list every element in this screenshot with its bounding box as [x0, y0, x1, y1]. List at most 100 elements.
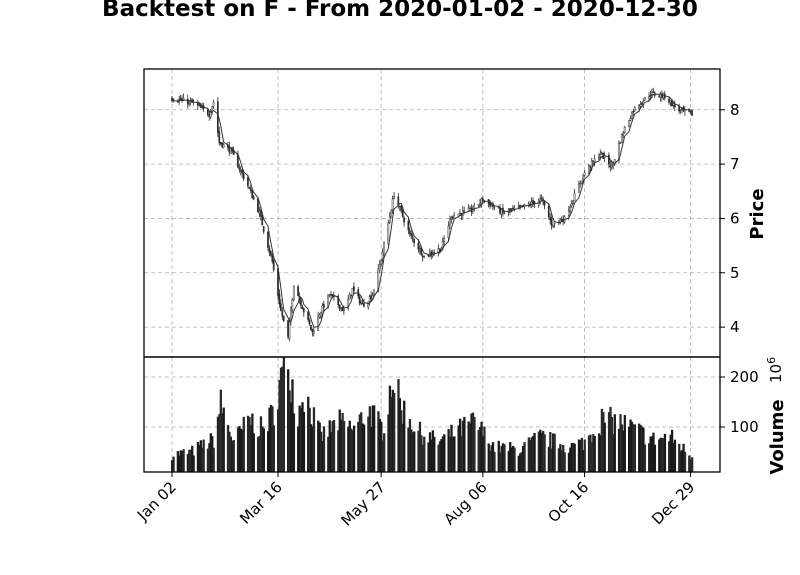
volume-bar	[552, 433, 555, 472]
volume-bar	[577, 439, 581, 472]
candle-body	[219, 141, 222, 145]
volume-bar	[288, 390, 291, 472]
candle-body	[543, 201, 546, 206]
volume-bar	[282, 357, 286, 472]
volume-bar	[292, 413, 296, 472]
volume-bar	[509, 442, 512, 472]
candle-body	[268, 248, 271, 253]
candle-body	[199, 104, 202, 108]
candle-body	[641, 103, 643, 105]
candle-body	[391, 198, 394, 211]
volume-bar	[559, 444, 562, 472]
volume-bar	[593, 436, 596, 472]
candle-body	[378, 264, 381, 271]
candle-body	[540, 197, 543, 199]
volume-bar	[298, 405, 301, 472]
volume-bar	[279, 367, 283, 472]
candle-body	[281, 310, 284, 317]
candle-body	[179, 97, 182, 101]
volume-bar	[407, 427, 410, 472]
volume-bar	[549, 431, 552, 472]
volume-bar	[510, 447, 513, 472]
volume-bar	[420, 435, 423, 472]
volume-bar	[381, 440, 384, 472]
volume-bar	[258, 435, 261, 472]
candle-body	[328, 294, 331, 296]
candle-body	[579, 182, 582, 184]
candle-body	[360, 302, 362, 304]
volume-bar	[256, 436, 260, 472]
volume-bar	[471, 412, 475, 472]
volume-bar	[212, 447, 215, 472]
x-tick-label: Aug 06	[440, 478, 490, 528]
candle-body	[211, 106, 213, 114]
price-tick-label: 4	[730, 318, 740, 336]
chart-title: Backtest on F - From 2020-01-02 - 2020-1…	[102, 0, 698, 22]
price-grid	[144, 69, 720, 357]
volume-bar	[691, 457, 694, 472]
candle-body	[387, 222, 390, 245]
candle-body	[549, 217, 552, 221]
volume-bar	[523, 442, 526, 472]
candle-body	[433, 252, 435, 254]
candle-body	[308, 320, 311, 325]
volume-bar	[302, 411, 306, 472]
volume-bar	[307, 396, 310, 472]
volume-bar	[450, 424, 453, 472]
volume-bar	[377, 411, 380, 472]
volume-bar	[236, 427, 240, 472]
volume-bar	[649, 436, 652, 472]
volume-bar	[368, 406, 371, 472]
volume-bar	[470, 413, 473, 472]
volume-bar	[433, 436, 436, 472]
volume-bar	[297, 426, 300, 472]
candle-body	[608, 154, 610, 165]
candle-body	[388, 216, 391, 223]
volume-bar	[268, 407, 271, 472]
moving-average-line	[171, 93, 693, 328]
volume-bar	[517, 455, 520, 472]
volume-bar	[622, 430, 625, 472]
candle-body	[547, 205, 550, 218]
candle-body	[610, 164, 613, 169]
candle-body	[312, 330, 315, 334]
volume-bar	[176, 451, 180, 472]
volume-bar	[453, 436, 456, 472]
volume-bar	[490, 445, 493, 472]
volume-bar	[331, 421, 334, 472]
candle-body	[251, 190, 254, 199]
volume-bar	[653, 444, 657, 472]
candle-body	[403, 217, 405, 223]
candle-body	[580, 180, 583, 184]
candle-body	[560, 219, 563, 221]
volume-bar	[390, 396, 393, 472]
candle-body	[638, 105, 640, 109]
candle-body	[176, 101, 179, 103]
volume-bar	[553, 433, 556, 472]
candle-body	[340, 307, 342, 310]
candle-body	[242, 173, 245, 180]
volume-bar	[229, 436, 233, 472]
volume-bar	[417, 430, 420, 472]
candle-body	[272, 260, 275, 271]
x-tick-label: Oct 16	[544, 478, 592, 526]
candle-body	[469, 207, 471, 209]
volume-bar	[629, 419, 632, 472]
volume-bar	[182, 449, 185, 472]
candle-body	[343, 309, 345, 311]
volume-bar	[393, 392, 396, 472]
candle-body	[552, 224, 554, 227]
candle-body	[411, 236, 414, 239]
candle-body	[221, 142, 223, 148]
volume-bar	[557, 448, 561, 472]
volume-bar	[511, 445, 515, 472]
volume-bar	[358, 414, 361, 472]
candle-body	[322, 303, 325, 308]
volume-bar	[539, 429, 542, 472]
volume-bar	[583, 439, 586, 472]
volume-bar	[216, 416, 220, 472]
volume-bar	[623, 415, 626, 472]
x-axis: Jan 02 Mar 16 May 27 Aug 06 Oct 16 Dec 29	[133, 472, 698, 530]
volume-bar	[289, 402, 293, 472]
candle-body	[408, 230, 411, 234]
